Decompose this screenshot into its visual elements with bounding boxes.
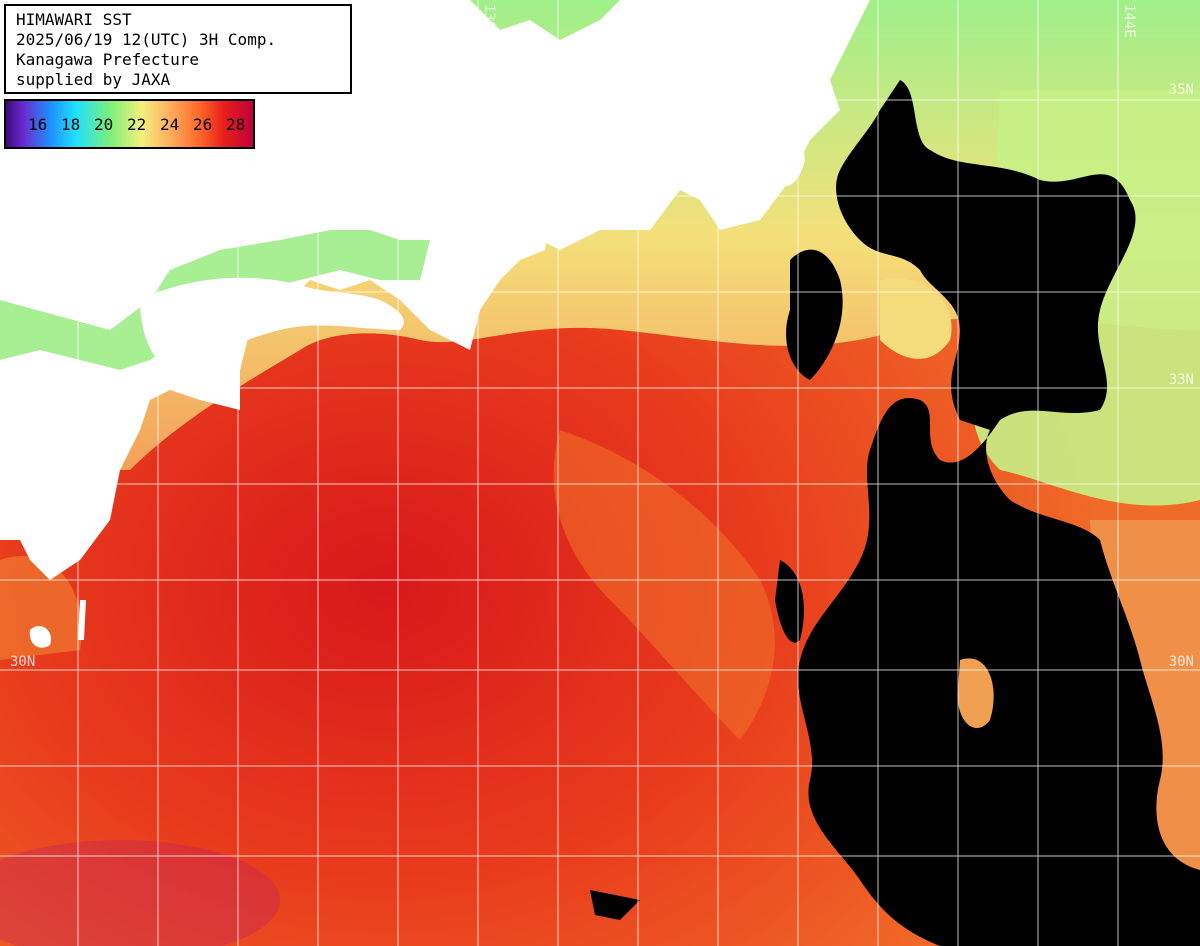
lat-label-30n-left: 30N (10, 654, 36, 670)
land-island-2 (78, 600, 86, 640)
color-scale-legend: 16 18 20 22 24 26 28 (4, 99, 255, 149)
land-boso (768, 136, 805, 187)
sea-eddy (553, 430, 775, 740)
region-name: Kanagawa Prefecture (16, 50, 200, 69)
sea-warm-spot (0, 840, 280, 946)
lon-label-144e: 144E (1121, 4, 1137, 38)
land-izu (730, 170, 775, 210)
cloud-mask-east (797, 80, 1200, 946)
lat-label-30n-right: 30N (1168, 654, 1194, 670)
lat-label-35n: 35N (1168, 82, 1194, 98)
lat-label-33n: 33N (1168, 372, 1194, 388)
cloud-mask-patch-3 (590, 890, 640, 920)
legend-label: 18 (61, 115, 81, 134)
product-title: HIMAWARI SST (16, 10, 132, 29)
legend-label: 20 (94, 115, 114, 134)
sea-surface-gap (880, 278, 952, 359)
legend-labels: 16 18 20 22 24 26 28 (28, 115, 259, 134)
title-box: HIMAWARI SST 2025/06/19 12(UTC) 3H Comp.… (4, 4, 352, 94)
legend-label: 28 (226, 115, 246, 134)
legend-label: 16 (28, 115, 48, 134)
lon-label-136e: 136E (481, 4, 497, 38)
cloud-mask-patch-2 (775, 560, 804, 643)
legend-label: 22 (127, 115, 147, 134)
data-credit: supplied by JAXA (16, 70, 171, 89)
legend-label: 24 (160, 115, 180, 134)
cloud-mask-patch (786, 249, 843, 380)
observation-datetime: 2025/06/19 12(UTC) 3H Comp. (16, 30, 277, 49)
legend-label: 26 (193, 115, 213, 134)
sea-surface-gap-2 (957, 658, 994, 729)
land-island (29, 625, 51, 648)
land-kyushu-north (0, 370, 50, 480)
sea-eddy-west (0, 556, 82, 660)
land-shikoku (140, 277, 404, 370)
